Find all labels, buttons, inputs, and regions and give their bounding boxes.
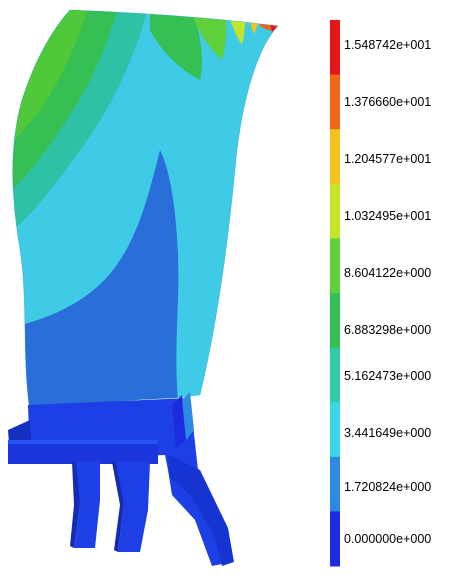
root-tab-1 (98, 408, 112, 428)
color-bar-segment (330, 347, 340, 403)
band-top-green (150, 10, 202, 80)
color-bar-label: 5.162473e+000 (344, 369, 432, 383)
color-bar-label: 6.883298e+000 (344, 323, 432, 337)
blade-root (8, 392, 234, 566)
color-bar-segment (330, 129, 340, 185)
color-bar-segment (330, 293, 340, 349)
color-bar-label: 1.548742e+001 (344, 38, 432, 52)
color-bar-segment (330, 456, 340, 512)
root-lug-1 (72, 462, 100, 548)
color-bar-label: 8.604122e+000 (344, 266, 432, 280)
color-bar-segment (330, 402, 340, 458)
root-lug-2 (112, 462, 150, 552)
color-bar-segment (330, 511, 340, 567)
color-bar-label: 0.000000e+000 (344, 532, 432, 546)
color-bar-segment (330, 74, 340, 130)
color-bar-segment (330, 183, 340, 239)
root-fin-1 (172, 395, 186, 448)
color-bar-segment (330, 238, 340, 294)
color-bar-label: 1.720824e+000 (344, 480, 432, 494)
root-tab-2 (148, 410, 162, 436)
color-bar-label: 1.032495e+001 (344, 209, 432, 223)
color-bar-label: 1.376660e+001 (344, 95, 432, 109)
color-bar-label: 1.204577e+001 (344, 152, 432, 166)
color-bar-segment (330, 20, 340, 76)
color-bar-label: 3.441649e+000 (344, 426, 432, 440)
root-leg (168, 455, 234, 566)
band-blue (12, 150, 180, 412)
root-fin-2 (182, 392, 194, 440)
